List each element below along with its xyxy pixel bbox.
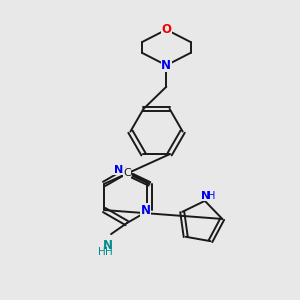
Text: H: H — [208, 190, 215, 200]
Text: H: H — [105, 247, 113, 257]
Text: N: N — [201, 190, 210, 200]
Text: N: N — [161, 59, 171, 72]
Text: N: N — [141, 203, 151, 217]
Text: H: H — [98, 247, 106, 257]
Text: N: N — [114, 165, 123, 175]
Text: O: O — [161, 23, 171, 36]
Text: N: N — [103, 238, 112, 252]
Text: C: C — [123, 169, 131, 178]
